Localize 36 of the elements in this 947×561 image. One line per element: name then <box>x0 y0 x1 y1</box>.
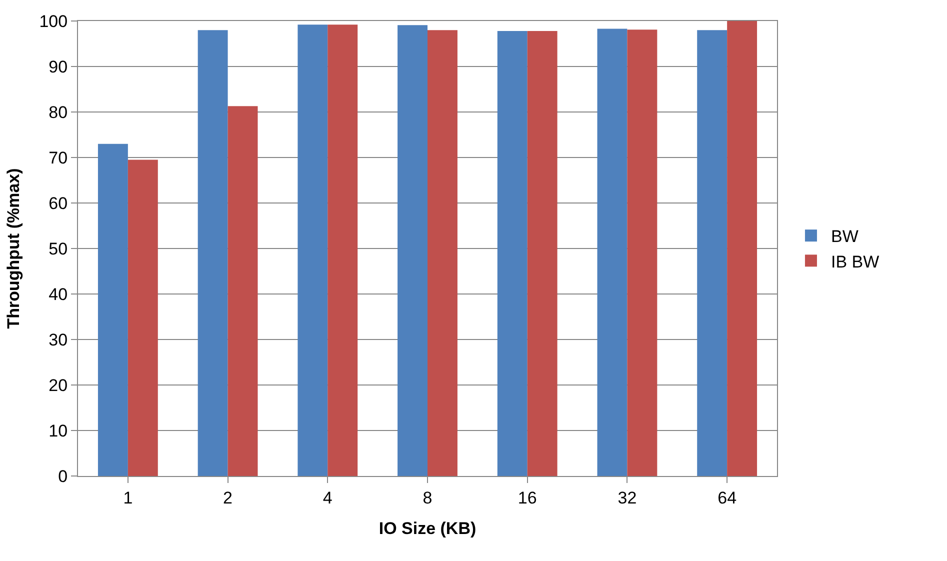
y-tick-label: 100 <box>39 12 68 31</box>
x-tick-label: 4 <box>322 488 332 508</box>
y-tick-label: 80 <box>48 102 68 122</box>
bar <box>98 144 128 476</box>
bar <box>497 31 528 476</box>
legend-label: IB BW <box>830 252 880 272</box>
bar <box>627 30 658 476</box>
x-tick-label: 1 <box>123 488 133 508</box>
bar <box>398 25 428 476</box>
y-tick-label: 60 <box>48 194 68 213</box>
y-axis-title: Throughput (%max) <box>4 168 23 329</box>
bar <box>697 30 728 476</box>
y-tick-label: 20 <box>48 376 68 395</box>
bar <box>727 21 758 476</box>
bar <box>198 30 228 476</box>
legend-label: BW <box>830 227 858 246</box>
bar <box>328 24 358 476</box>
y-tick-label: 40 <box>48 284 68 304</box>
y-tick-label: 90 <box>48 57 68 76</box>
bar <box>228 106 258 476</box>
x-axis-title: IO Size (KB) <box>378 518 476 538</box>
y-tick-label: 10 <box>48 421 68 440</box>
x-tick-label: 8 <box>422 488 432 508</box>
bar <box>428 30 458 476</box>
bar <box>298 24 328 476</box>
x-tick-label: 64 <box>718 488 737 508</box>
x-tick-label: 2 <box>223 488 233 508</box>
y-tick-label: 30 <box>48 330 68 350</box>
bar <box>597 28 628 476</box>
bar <box>527 31 558 476</box>
x-tick-label: 32 <box>618 488 637 508</box>
bar <box>128 160 158 476</box>
x-tick-label: 16 <box>518 488 537 508</box>
y-tick-label: 0 <box>58 466 68 486</box>
y-tick-label: 70 <box>48 148 68 168</box>
y-tick-label: 50 <box>48 239 68 258</box>
